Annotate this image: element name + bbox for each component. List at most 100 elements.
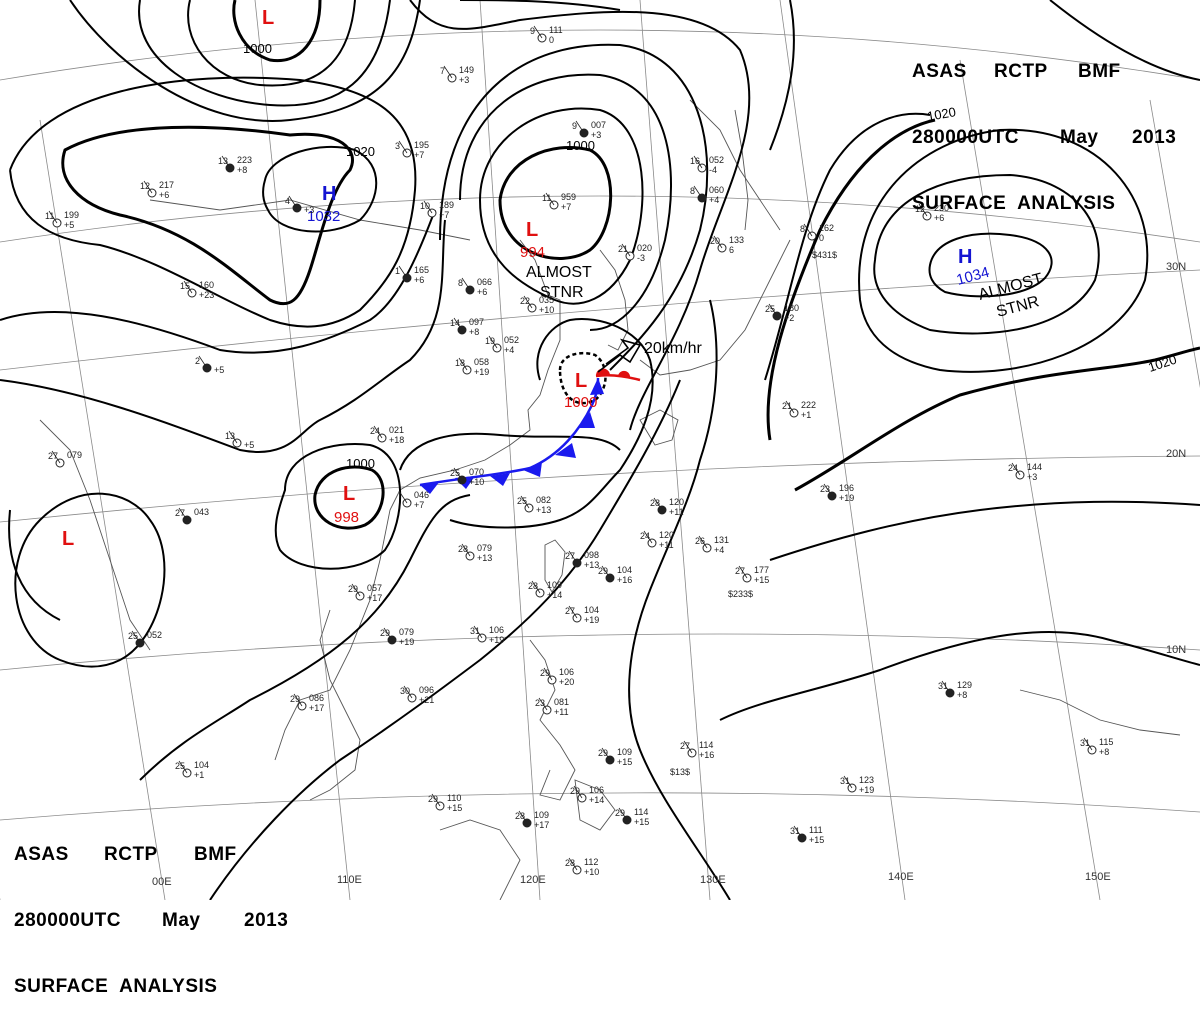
station-temperature: 29	[380, 628, 390, 638]
isobar-1034-2	[873, 173, 1100, 335]
station-pressure: 196	[839, 483, 854, 493]
wind-barb-icon	[1083, 737, 1093, 751]
station-temperature: 29	[615, 808, 625, 818]
station-pressure: 097	[469, 317, 484, 327]
wind-barb-icon	[918, 203, 928, 217]
station-plot: 31 106+19	[470, 625, 504, 645]
station-plot: 28 079+13	[458, 543, 492, 563]
station-tendency: +2	[784, 313, 794, 323]
vietnam-coast	[309, 609, 361, 801]
header-region: ASAS	[912, 61, 967, 82]
guinea-coast	[1019, 689, 1181, 736]
station-tendency: -4	[709, 165, 717, 175]
station-plot: 31 111+15	[790, 825, 824, 845]
isobar-1020-east	[766, 118, 936, 441]
wind-barb-icon	[698, 535, 708, 549]
high-center-marker: H	[322, 183, 336, 205]
station-pressure: 104	[584, 605, 599, 615]
wind-barb-icon	[518, 810, 528, 824]
lon-label: 00E	[152, 876, 172, 888]
borneo-coast	[439, 819, 521, 900]
wind-barb-icon	[621, 243, 631, 257]
meridian-110e	[254, 0, 351, 900]
sakhalin-coast	[734, 109, 749, 231]
station-plot: 4 +3	[285, 195, 314, 215]
wind-barb-icon	[793, 825, 803, 839]
station-tendency: 0	[819, 233, 824, 243]
station-plot: 1 165+6	[395, 265, 429, 285]
station-pressure: 070	[469, 467, 484, 477]
station-tendency: +6	[414, 275, 424, 285]
header-month: May	[162, 910, 201, 931]
station-temperature: 7	[440, 66, 445, 76]
isobar-west-outer-3	[0, 219, 446, 453]
lat-label: 20N	[1166, 448, 1186, 460]
isobar-southwest-1	[8, 509, 61, 621]
station-tendency: +4	[714, 545, 724, 555]
station-tendency: +6	[159, 190, 169, 200]
station-temperature: 29	[428, 794, 438, 804]
station-tendency: +19	[399, 637, 414, 647]
station-pressure: 160	[199, 280, 214, 290]
wind-barb-icon	[823, 483, 833, 497]
station-pressure: 133	[729, 235, 744, 245]
isobar-around-998	[399, 432, 621, 471]
isobar-1000-taiwan-strait	[558, 351, 607, 405]
wind-barb-icon	[221, 155, 231, 169]
wind-barb-icon	[520, 495, 530, 509]
station-temperature: 24	[370, 426, 380, 436]
station-pressure: 114	[699, 740, 713, 750]
isobar-north-arc-2	[459, 0, 621, 11]
station-temperature: 15	[180, 281, 190, 291]
wind-barb-icon	[568, 605, 578, 619]
wind-barb-icon	[768, 303, 778, 317]
mongolia-border	[149, 199, 471, 241]
station-pressure: 120	[659, 530, 674, 540]
station-temperature: 25	[128, 631, 138, 641]
station-pressure: 021	[389, 425, 404, 435]
station-plot: 31 123+19	[840, 775, 874, 795]
station-plot: 29 114+15	[615, 807, 649, 827]
station-plot: 24 021+18	[370, 425, 404, 445]
header-time: 280000UTC	[14, 910, 121, 931]
wind-barb-icon	[131, 630, 141, 644]
isobar-east-outer	[719, 631, 1200, 721]
station-tendency: +15	[634, 817, 649, 827]
station-tendency: 6	[729, 245, 734, 255]
station-temperature: 31	[938, 681, 948, 691]
station-plot: 28 109+17	[515, 810, 549, 830]
station-tendency: +19	[859, 785, 874, 795]
wind-barb-icon	[568, 857, 578, 871]
stnr-annotation-line2: STNR	[540, 284, 584, 301]
station-pressure: 052	[709, 155, 724, 165]
station-plot: 26 131+4	[695, 535, 729, 555]
station-tendency: +3	[1027, 472, 1037, 482]
station-temperature: 23	[820, 484, 830, 494]
wind-barb-icon	[1011, 462, 1021, 476]
station-cloud-code: $13$	[670, 767, 690, 777]
station-plot: 7 149+3	[440, 65, 474, 85]
wind-barb-icon	[453, 317, 463, 331]
station-tendency: +5	[214, 365, 224, 375]
weather-map: H 1032 H 1034 L 994 L 1000 L 998 L L 100…	[0, 0, 1200, 900]
station-temperature: 21	[782, 401, 792, 411]
meridian-130e	[639, 0, 711, 900]
wind-barb-icon	[293, 693, 303, 707]
isobar-994-3	[459, 73, 673, 331]
station-pressure: 111	[549, 25, 563, 35]
station-temperature: 14	[450, 318, 460, 328]
isobar-994-2	[478, 107, 644, 305]
station-plot: 28 120+11	[650, 497, 684, 517]
isobar-south-3	[628, 299, 731, 900]
station-temperature: 27	[565, 606, 575, 616]
station-temperature: 8	[800, 224, 805, 234]
isobar-south-1	[139, 494, 471, 781]
station-plot: 24 144+3	[1008, 462, 1042, 482]
station-temperature: 13	[218, 156, 228, 166]
wind-barb-icon	[398, 140, 408, 154]
station-plot: 29 110+15	[428, 793, 462, 813]
wind-barb-icon	[143, 180, 153, 194]
station-plot: 29 104+16	[598, 565, 632, 585]
station-tendency: +17	[534, 820, 549, 830]
isobar-994-inner	[498, 145, 613, 260]
